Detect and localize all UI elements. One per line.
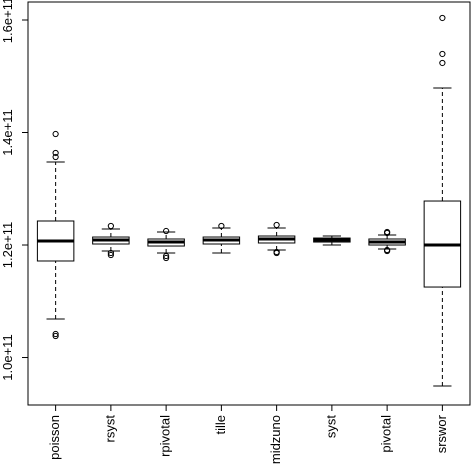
x-tick-label: rsyst (102, 415, 117, 443)
outlier (52, 149, 59, 157)
x-tick-label: tille (213, 415, 228, 435)
x-tick-label: pivotal (379, 415, 394, 453)
y-tick-label: 1.6e+11 (0, 0, 15, 43)
outlier (273, 221, 280, 229)
outlier (107, 222, 114, 230)
outlier (163, 252, 170, 260)
outlier (52, 332, 59, 340)
x-tick-label: poisson (47, 415, 62, 460)
x-tick-label: syst (323, 415, 338, 439)
x-tick-label: srswor (434, 414, 449, 453)
outlier (52, 153, 59, 161)
outlier (52, 130, 59, 138)
outlier (218, 222, 225, 230)
x-tick-label: rpivotal (158, 415, 173, 457)
x-tick-label: midzuno (268, 415, 283, 464)
outlier (273, 249, 280, 257)
y-tick-label: 1.2e+11 (0, 222, 15, 268)
outlier (439, 50, 446, 58)
outlier (107, 251, 114, 259)
outlier (163, 227, 170, 235)
y-tick-label: 1.0e+11 (0, 334, 15, 380)
outlier (384, 247, 391, 255)
outlier (439, 59, 446, 67)
plot-frame (27, 1, 471, 406)
outlier (107, 249, 114, 257)
outlier (439, 14, 446, 22)
y-tick-label: 1.4e+11 (0, 109, 15, 155)
outlier (52, 330, 59, 338)
outlier (163, 254, 170, 262)
outlier (384, 229, 391, 237)
